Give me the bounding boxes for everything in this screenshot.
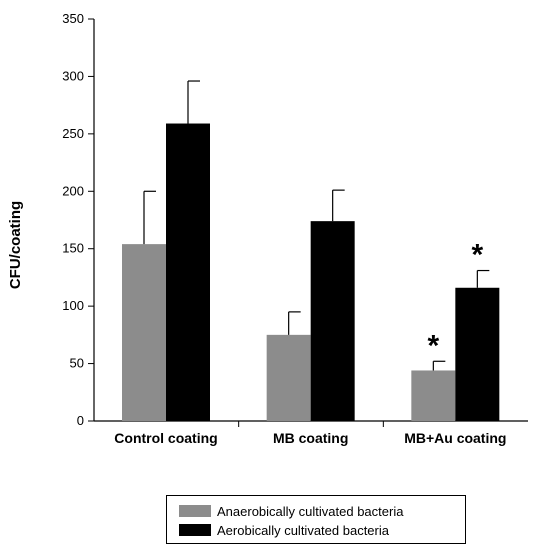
- significance-marker: *: [471, 239, 483, 272]
- legend-item-aerobic: Aerobically cultivated bacteria: [179, 522, 389, 538]
- bar-chart: CFU/coating 0 50 100 150 200 250 300 350 Control…: [7, 11, 528, 446]
- y-tick-label: 150: [62, 241, 84, 256]
- legend-swatch-aerobic: [179, 524, 211, 536]
- legend-item-anaerobic: Anaerobically cultivated bacteria: [179, 503, 403, 519]
- bar: [455, 287, 500, 421]
- y-axis-title: CFU/coating: [7, 201, 24, 289]
- legend: Anaerobically cultivated bacteria Aerobi…: [166, 495, 466, 544]
- y-tick-label: 250: [62, 126, 84, 141]
- bar: [310, 221, 355, 421]
- plot-area: 0 50 100 150 200 250 300 350 Control coating MB c…: [62, 11, 528, 446]
- y-tick-label: 300: [62, 68, 84, 83]
- bar: [411, 370, 456, 421]
- y-tick-label: 100: [62, 298, 84, 313]
- y-tick-label: 50: [70, 356, 84, 371]
- legend-label-anaerobic: Anaerobically cultivated bacteria: [217, 503, 404, 519]
- legend-swatch-anaerobic: [179, 505, 211, 517]
- y-tick-label: 0: [77, 413, 84, 428]
- category-label: Control coating: [114, 430, 217, 446]
- significance-marker: *: [427, 329, 439, 362]
- y-tick-label: 350: [62, 11, 84, 26]
- bar: [266, 334, 311, 421]
- category-label: MB coating: [273, 430, 348, 446]
- bar: [166, 123, 210, 422]
- legend-label-aerobic: Aerobically cultivated bacteria: [217, 522, 389, 538]
- category-label: MB+Au coating: [404, 430, 506, 446]
- bar: [122, 244, 166, 421]
- y-tick-label: 200: [62, 183, 84, 198]
